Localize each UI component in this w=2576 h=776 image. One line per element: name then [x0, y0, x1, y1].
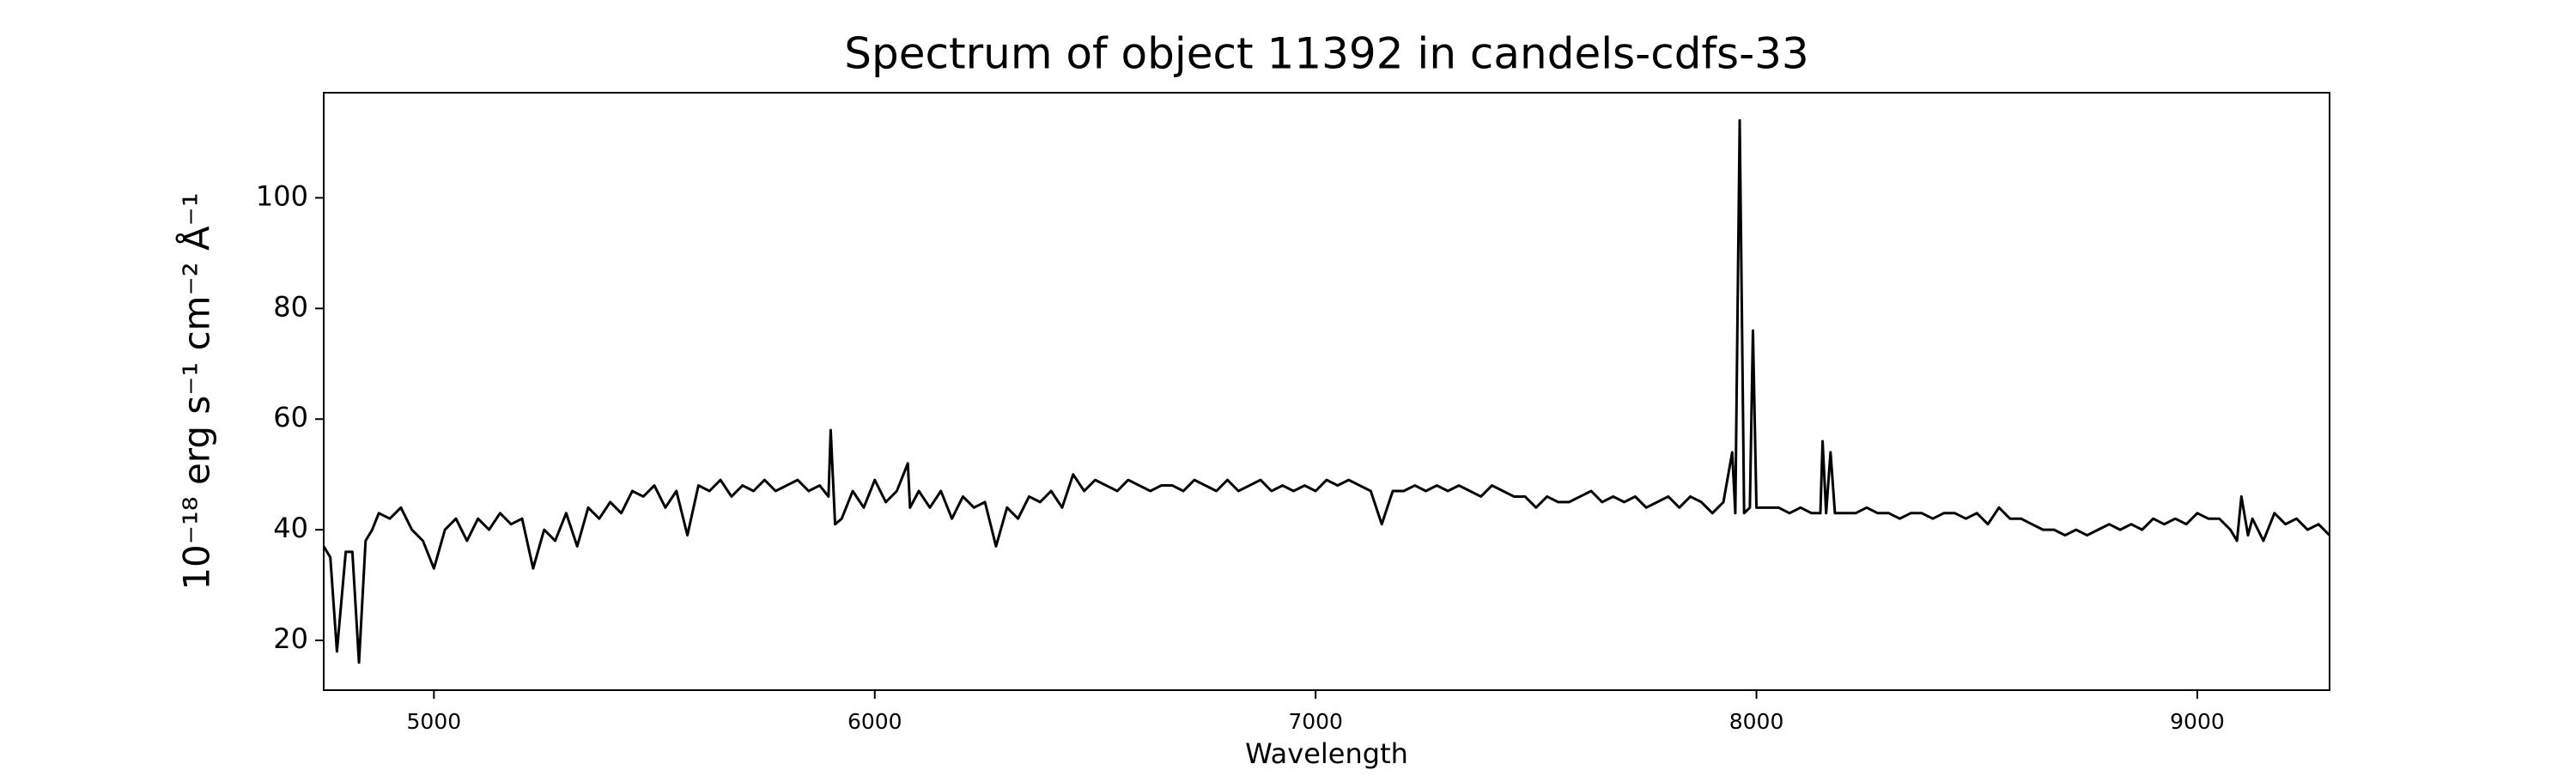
- spectrum-line: [322, 118, 2331, 664]
- y-tick-label: 80: [273, 290, 308, 323]
- x-tick-label: 5000: [407, 709, 462, 734]
- chart-title: Spectrum of object 11392 in candels-cdfs…: [844, 29, 1809, 79]
- x-tick-label: 8000: [1729, 709, 1784, 734]
- plot-frame: [323, 92, 2330, 691]
- y-tick-label: 60: [273, 401, 308, 433]
- y-tick-label: 40: [273, 512, 308, 544]
- x-tick-label: 9000: [2170, 709, 2225, 734]
- y-tick-label: 20: [273, 622, 308, 655]
- y-tick-label: 100: [256, 179, 308, 212]
- x-axis-label: Wavelength: [1245, 737, 1408, 770]
- y-axis-label: 10⁻¹⁸ erg s⁻¹ cm⁻² Å⁻¹: [175, 192, 218, 590]
- x-tick-label: 6000: [848, 709, 902, 734]
- x-tick-label: 7000: [1288, 709, 1343, 734]
